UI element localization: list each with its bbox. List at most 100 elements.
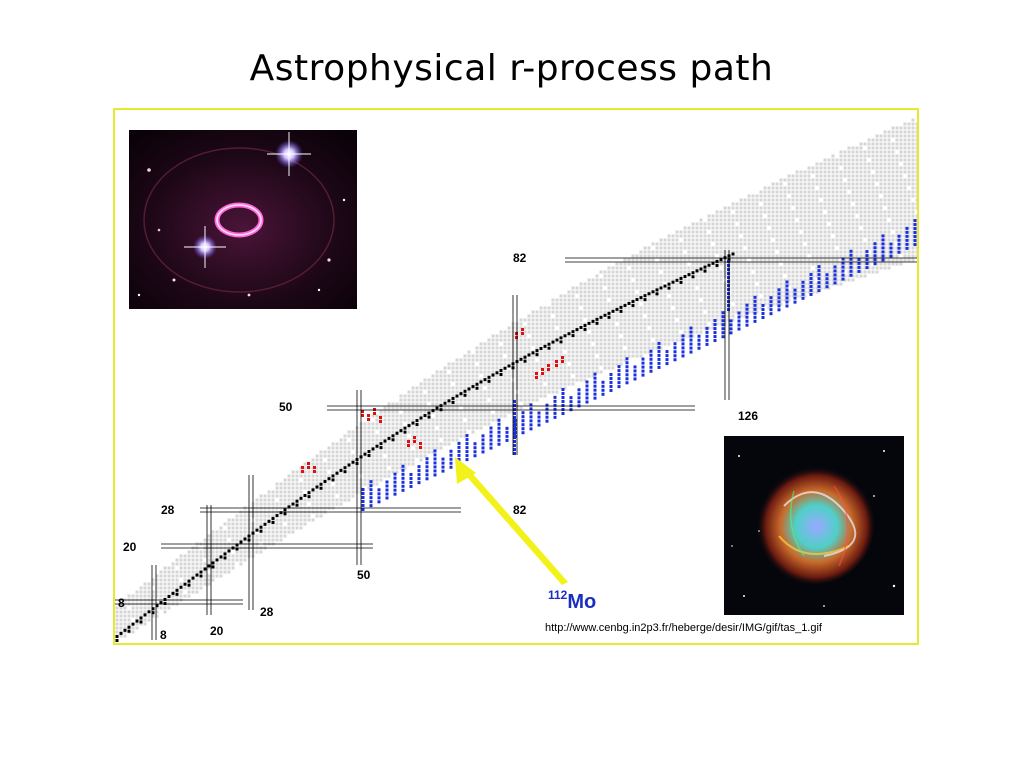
known-nucleus-cell — [115, 606, 119, 610]
known-nucleus-cell — [431, 418, 435, 422]
known-nucleus-cell — [559, 378, 563, 382]
known-nucleus-cell — [843, 266, 847, 270]
stable-nucleus — [639, 296, 643, 300]
known-nucleus-cell — [851, 198, 855, 202]
r-process-nucleus — [801, 280, 805, 284]
known-nucleus-cell — [695, 226, 699, 230]
known-nucleus-cell — [839, 198, 843, 202]
known-nucleus-cell — [675, 286, 679, 290]
known-nucleus-cell — [631, 306, 635, 310]
known-nucleus-cell — [731, 206, 735, 210]
known-nucleus-cell — [503, 378, 507, 382]
known-nucleus-cell — [399, 414, 403, 418]
known-nucleus-cell — [475, 370, 479, 374]
known-nucleus-cell — [827, 242, 831, 246]
known-nucleus-cell — [599, 278, 603, 282]
known-nucleus-cell — [767, 242, 771, 246]
known-nucleus-cell — [899, 130, 903, 134]
known-nucleus-cell — [883, 226, 887, 230]
known-nucleus-cell — [283, 518, 287, 522]
known-nucleus-cell — [715, 274, 719, 278]
known-nucleus-cell — [743, 226, 747, 230]
known-nucleus-cell — [315, 466, 319, 470]
known-nucleus-cell — [595, 290, 599, 294]
r-process-nucleus — [689, 350, 693, 354]
known-nucleus-cell — [463, 382, 467, 386]
stable-nucleus — [307, 491, 311, 495]
known-nucleus-cell — [347, 486, 351, 490]
known-nucleus-cell — [459, 382, 463, 386]
known-nucleus-cell — [819, 266, 823, 270]
known-nucleus-cell — [503, 382, 507, 386]
known-nucleus-cell — [667, 278, 671, 282]
known-nucleus-cell — [587, 318, 591, 322]
known-nucleus-cell — [523, 326, 527, 330]
known-nucleus-cell — [215, 550, 219, 554]
known-nucleus-cell — [771, 194, 775, 198]
stable-nucleus — [479, 380, 483, 384]
known-nucleus-cell — [731, 286, 735, 290]
known-nucleus-cell — [723, 222, 727, 226]
stable-nucleus — [451, 400, 455, 404]
known-nucleus-cell — [559, 330, 563, 334]
known-nucleus-cell — [891, 238, 895, 242]
known-nucleus-cell — [451, 422, 455, 426]
r-process-nucleus — [769, 308, 773, 312]
known-nucleus-cell — [875, 242, 879, 246]
known-nucleus-cell — [899, 182, 903, 186]
r-process-nucleus — [481, 434, 485, 438]
known-nucleus-cell — [715, 298, 719, 302]
known-nucleus-cell — [411, 450, 415, 454]
known-nucleus-cell — [831, 282, 835, 286]
known-nucleus-cell — [179, 558, 183, 562]
known-nucleus-cell — [847, 186, 851, 190]
known-nucleus-cell — [403, 450, 407, 454]
known-nucleus-cell — [763, 294, 767, 298]
known-nucleus-cell — [823, 218, 827, 222]
known-nucleus-cell — [695, 266, 699, 270]
known-nucleus-cell — [635, 254, 639, 258]
stable-nucleus — [371, 447, 375, 451]
r-process-nucleus — [833, 269, 837, 273]
known-nucleus-cell — [531, 386, 535, 390]
known-nucleus-cell — [851, 266, 855, 270]
known-nucleus-cell — [175, 570, 179, 574]
known-nucleus-cell — [795, 222, 799, 226]
nuclide-chart: 8 20 28 50 82 8 20 28 50 82 126 — [115, 118, 917, 642]
known-nucleus-cell — [187, 570, 191, 574]
known-nucleus-cell — [527, 318, 531, 322]
known-nucleus-cell — [539, 330, 543, 334]
known-nucleus-cell — [727, 238, 731, 242]
known-nucleus-cell — [419, 422, 423, 426]
known-nucleus-cell — [395, 458, 399, 462]
known-nucleus-cell — [219, 526, 223, 530]
known-nucleus-cell — [747, 238, 751, 242]
known-nucleus-cell — [795, 178, 799, 182]
known-nucleus-cell — [811, 178, 815, 182]
known-nucleus-cell — [611, 338, 615, 342]
stable-nucleus — [187, 583, 191, 587]
known-nucleus-cell — [523, 338, 527, 342]
known-nucleus-cell — [887, 154, 891, 158]
known-nucleus-cell — [727, 222, 731, 226]
known-nucleus-cell — [671, 298, 675, 302]
known-nucleus-cell — [807, 214, 811, 218]
known-nucleus-cell — [383, 434, 387, 438]
known-nucleus-cell — [607, 326, 611, 330]
known-nucleus-cell — [495, 378, 499, 382]
known-nucleus-cell — [579, 354, 583, 358]
known-nucleus-cell — [743, 286, 747, 290]
known-nucleus-cell — [827, 258, 831, 262]
r-process-nucleus — [497, 422, 501, 426]
known-nucleus-cell — [559, 382, 563, 386]
known-nucleus-cell — [911, 246, 915, 250]
known-nucleus-cell — [779, 178, 783, 182]
known-nucleus-cell — [419, 394, 423, 398]
known-nucleus-cell — [603, 350, 607, 354]
known-nucleus-cell — [307, 486, 311, 490]
known-nucleus-cell — [303, 522, 307, 526]
known-nucleus-cell — [339, 446, 343, 450]
known-nucleus-cell — [391, 406, 395, 410]
known-nucleus-cell — [167, 566, 171, 570]
known-nucleus-cell — [267, 534, 271, 538]
